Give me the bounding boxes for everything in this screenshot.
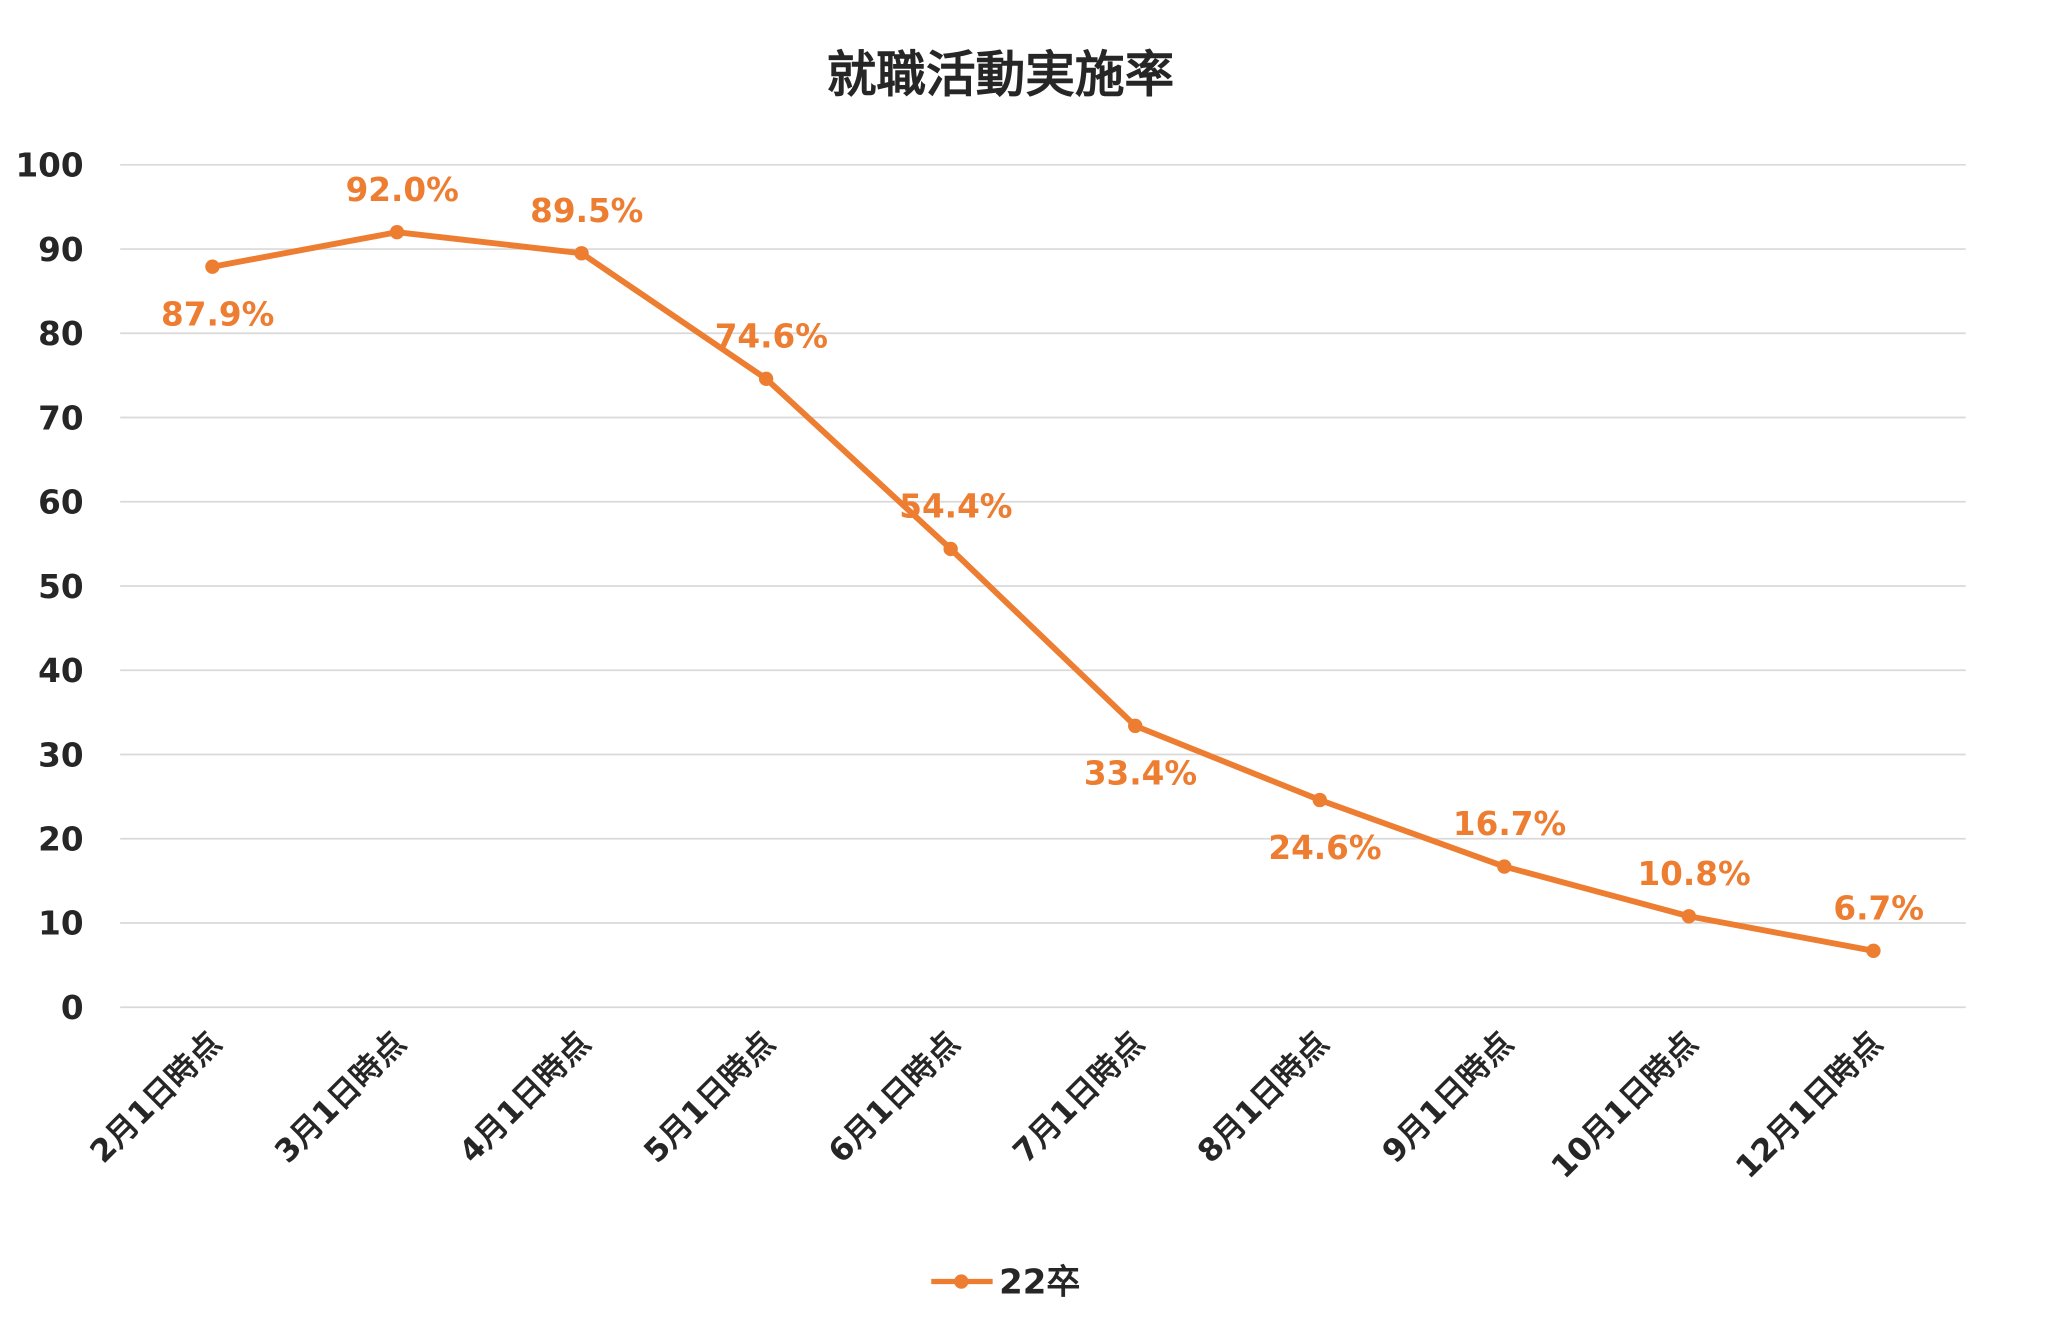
x-tick-label: 7月1日時点 (1006, 1025, 1151, 1170)
y-axis: 0 10 20 30 40 50 60 70 80 90 100 (15, 147, 83, 1027)
data-point (574, 246, 589, 261)
legend-label: 22卒 (999, 1262, 1080, 1302)
y-tick-label: 40 (38, 652, 83, 690)
data-point (205, 259, 220, 274)
series-line (211, 229, 1874, 954)
data-label: 10.8% (1637, 855, 1750, 893)
x-tick-label: 8月1日時点 (1191, 1025, 1336, 1170)
data-point (758, 371, 774, 386)
data-label: 74.6% (715, 317, 828, 355)
data-labels: 87.9% 92.0% 89.5% 74.6% 54.4% 33.4% 24.6% 16.7%… (161, 171, 1924, 928)
data-point (1681, 909, 1697, 924)
y-tick-label: 20 (38, 821, 83, 859)
data-point (389, 225, 405, 240)
data-label: 16.7% (1453, 805, 1566, 843)
y-tick-label: 90 (38, 231, 83, 269)
data-point (943, 541, 958, 557)
x-tick-label: 5月1日時点 (637, 1025, 782, 1170)
x-tick-label: 9月1日時点 (1376, 1025, 1521, 1170)
data-label: 6.7% (1833, 889, 1924, 927)
data-label: 24.6% (1268, 829, 1381, 867)
data-label: 33.4% (1084, 755, 1197, 793)
y-tick-label: 30 (38, 736, 83, 774)
x-tick-label: 2月1日時点 (84, 1025, 229, 1170)
x-tick-label: 4月1日時点 (453, 1025, 598, 1170)
legend: 22卒 (931, 1262, 1080, 1302)
data-label: 54.4% (899, 488, 1012, 526)
data-label: 89.5% (530, 192, 643, 230)
y-tick-label: 100 (15, 147, 83, 185)
data-point (1312, 792, 1327, 808)
y-tick-label: 70 (38, 399, 83, 437)
y-tick-label: 0 (61, 989, 84, 1027)
y-tick-label: 60 (38, 484, 83, 522)
x-tick-label: 12月1日時点 (1729, 1025, 1889, 1185)
y-tick-label: 50 (38, 568, 83, 606)
data-label: 92.0% (346, 171, 459, 209)
y-tick-label: 80 (38, 315, 83, 353)
data-point (1866, 943, 1881, 958)
series-22卒 (205, 225, 1881, 958)
gridlines (120, 163, 1966, 1009)
legend-marker (954, 1274, 969, 1289)
x-tick-label: 6月1日時点 (822, 1025, 967, 1170)
data-label: 87.9% (161, 296, 274, 334)
x-tick-label: 3月1日時点 (268, 1025, 413, 1170)
y-tick-label: 10 (38, 905, 83, 943)
data-point (1128, 718, 1143, 734)
x-tick-label: 10月1日時点 (1545, 1025, 1705, 1185)
x-axis: 2月1日時点 3月1日時点 4月1日時点 5月1日時点 6月1日時点 7月1日時点 8月1日… (84, 1025, 1890, 1185)
data-point (1497, 859, 1512, 874)
chart-title: 就職活動実施率 (827, 46, 1174, 104)
